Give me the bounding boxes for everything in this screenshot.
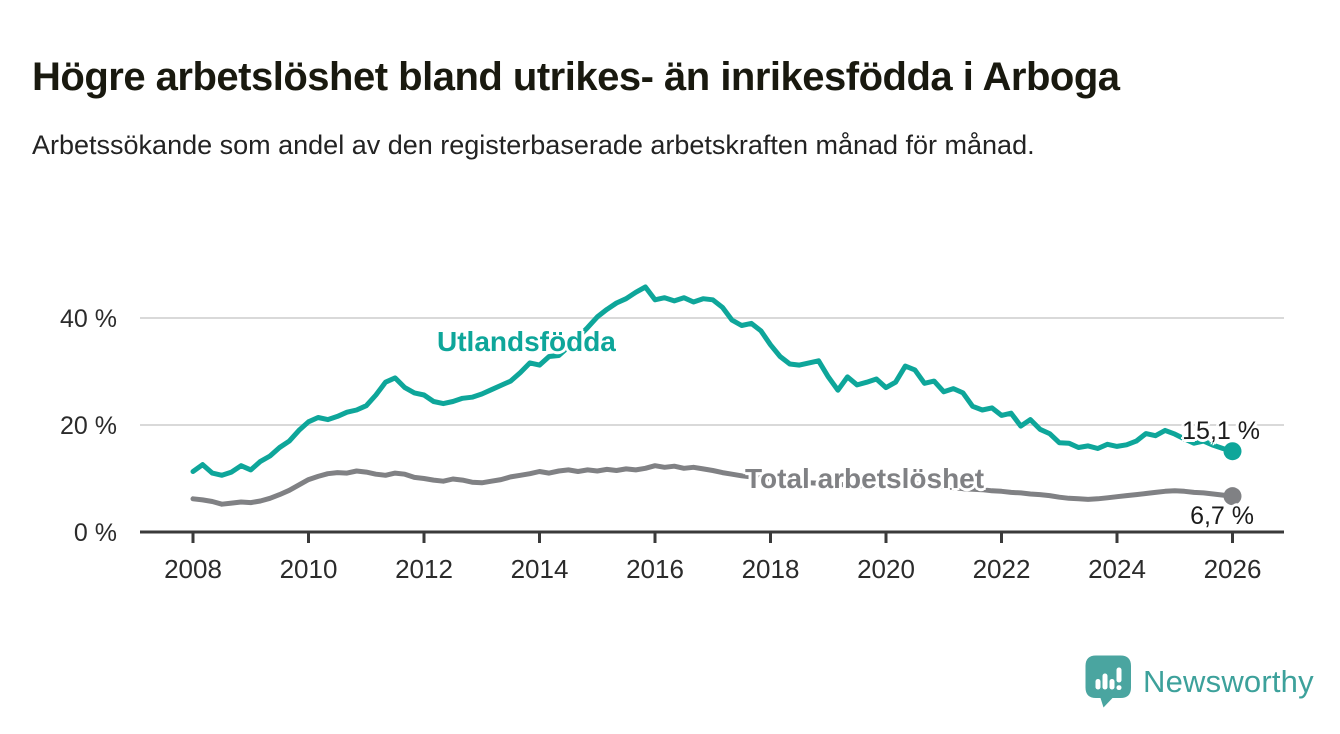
total-line xyxy=(190,463,1235,507)
utlandsfodda-end-dot xyxy=(1223,442,1242,461)
newsworthy-logo-text: Newsworthy xyxy=(1143,663,1314,699)
end-value-label-utlandsfodda: 15,1 % xyxy=(1182,417,1260,445)
y-axis-label-40: 40 % xyxy=(60,305,117,333)
y-axis-label-0: 0 % xyxy=(74,519,117,547)
end-value-label-total: 6,7 % xyxy=(1190,502,1254,530)
chart-subtitle: Arbetssökande som andel av den registerb… xyxy=(32,130,1035,160)
newsworthy-logo: Newsworthy xyxy=(1085,655,1314,708)
x-axis-label-2012: 2012 xyxy=(395,554,453,584)
y-axis-label-20: 20 % xyxy=(60,412,117,440)
x-axis-label-2022: 2022 xyxy=(973,554,1031,584)
total-end-dot xyxy=(1223,487,1242,506)
x-axis-label-2018: 2018 xyxy=(742,554,800,584)
bar-chart-speech-bubble-icon xyxy=(1085,655,1131,708)
series-label-utlandsfodda: Utlandsfödda xyxy=(437,326,616,357)
x-axis-label-2014: 2014 xyxy=(511,554,569,584)
x-axis-label-2008: 2008 xyxy=(164,554,222,584)
series-label-total-arbetsloshet: Total arbetslöshet xyxy=(745,463,985,494)
page-title: Högre arbetslöshet bland utrikes- än inr… xyxy=(32,54,1120,99)
x-axis-label-2024: 2024 xyxy=(1088,554,1146,584)
x-axis-label-2020: 2020 xyxy=(857,554,915,584)
x-axis-label-2010: 2010 xyxy=(280,554,338,584)
x-axis-label-2016: 2016 xyxy=(626,554,684,584)
utlandsfodda-line xyxy=(190,284,1235,478)
x-axis-label-2026: 2026 xyxy=(1204,554,1262,584)
